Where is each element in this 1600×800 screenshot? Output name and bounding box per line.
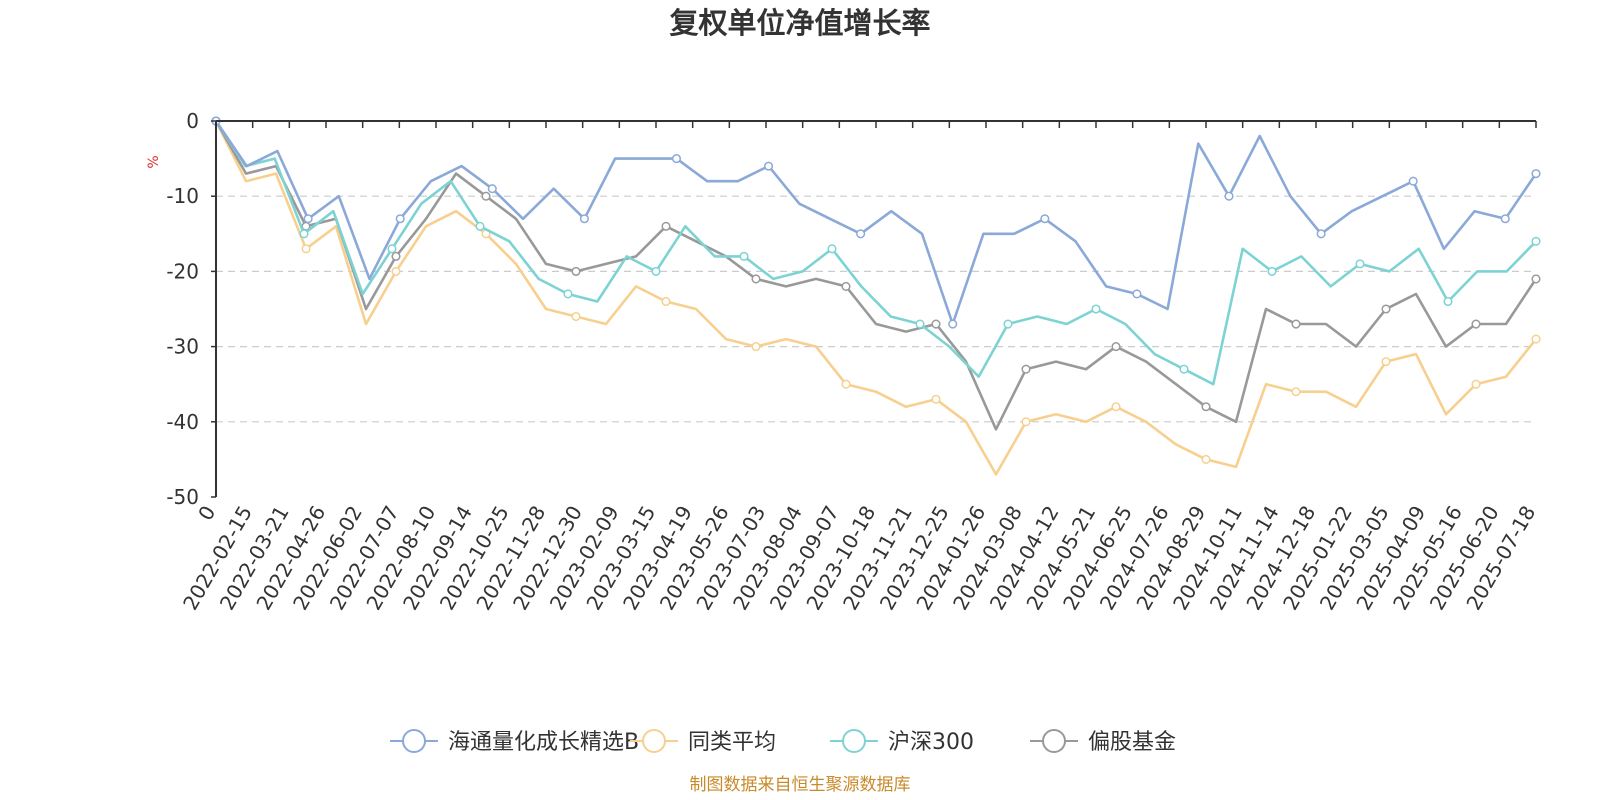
legend[interactable]: 海通量化成长精选B 同类平均 沪深300 偏股基金 bbox=[390, 729, 1176, 755]
series-point bbox=[931, 319, 941, 329]
legend-item[interactable]: 海通量化成长精选B bbox=[390, 729, 639, 755]
y-tick-label: -20 bbox=[166, 259, 199, 283]
series-point bbox=[1224, 191, 1234, 201]
series-point bbox=[1003, 319, 1013, 329]
series-point bbox=[1355, 259, 1365, 269]
series-point bbox=[1443, 296, 1453, 307]
legend-item[interactable]: 沪深300 bbox=[830, 729, 974, 755]
series-point bbox=[579, 214, 589, 224]
series-point bbox=[1111, 402, 1121, 412]
legend-label: 沪深300 bbox=[888, 730, 974, 755]
series-point bbox=[1291, 319, 1301, 329]
series-point bbox=[395, 214, 405, 224]
series-point bbox=[764, 161, 774, 171]
series-point bbox=[1021, 417, 1031, 427]
series-point bbox=[948, 319, 958, 329]
series-point bbox=[1531, 236, 1541, 246]
series-point bbox=[827, 244, 837, 254]
y-axis-unit: % bbox=[146, 155, 162, 168]
series-point bbox=[1267, 266, 1277, 276]
x-tick-labels: 02022-02-152022-03-212022-04-262022-06-0… bbox=[178, 501, 1540, 614]
series-line bbox=[214, 120, 1537, 386]
series-point bbox=[1500, 214, 1510, 224]
y-tick-label: -10 bbox=[166, 184, 199, 208]
series-point bbox=[1040, 214, 1050, 224]
source-note: 制图数据来自恒生聚源数据库 bbox=[690, 775, 911, 795]
series-point bbox=[1316, 229, 1326, 239]
series-point bbox=[841, 379, 851, 389]
legend-label: 同类平均 bbox=[688, 730, 776, 755]
legend-swatch-marker bbox=[402, 729, 426, 753]
series-point bbox=[571, 311, 581, 322]
series-point bbox=[915, 319, 925, 329]
series-point bbox=[751, 274, 761, 284]
series-point bbox=[299, 229, 309, 239]
series-point bbox=[1091, 304, 1101, 314]
y-tick-label: -30 bbox=[166, 335, 199, 359]
series-point bbox=[1179, 364, 1189, 374]
series-point bbox=[751, 342, 761, 352]
series-point bbox=[1021, 364, 1031, 374]
legend-swatch-marker bbox=[842, 729, 866, 753]
legend-item[interactable]: 偏股基金 bbox=[1030, 729, 1176, 755]
series-point bbox=[1111, 342, 1121, 352]
series-point bbox=[661, 296, 671, 307]
series-point bbox=[391, 266, 401, 276]
series-point bbox=[1291, 387, 1301, 397]
series-point bbox=[571, 266, 581, 276]
series-line bbox=[214, 120, 1538, 326]
chart-title: 复权单位净值增长率 bbox=[669, 6, 930, 40]
x-tick-label: 0 bbox=[193, 502, 220, 525]
series-point bbox=[931, 394, 941, 404]
series-point bbox=[1381, 357, 1391, 367]
series-point bbox=[1408, 176, 1418, 186]
series-point bbox=[1531, 334, 1541, 344]
series-point bbox=[651, 266, 661, 276]
axes bbox=[211, 120, 1537, 498]
series-point bbox=[387, 244, 397, 254]
series-point bbox=[303, 214, 313, 224]
series-line bbox=[214, 120, 1538, 431]
legend-item[interactable]: 同类平均 bbox=[630, 729, 776, 755]
series-point bbox=[475, 221, 485, 231]
legend-swatch-marker bbox=[1042, 729, 1066, 753]
series-point bbox=[1531, 169, 1541, 179]
series-point bbox=[1201, 454, 1211, 464]
series-point bbox=[301, 244, 311, 254]
series-point bbox=[1132, 289, 1142, 299]
series-point bbox=[481, 191, 491, 201]
series-point bbox=[563, 289, 573, 299]
y-tick-label: 0 bbox=[186, 109, 199, 133]
series-point bbox=[487, 184, 497, 194]
legend-swatch-marker bbox=[642, 729, 666, 753]
series-point bbox=[391, 251, 401, 261]
series-point bbox=[1531, 274, 1541, 284]
series-point bbox=[841, 281, 851, 291]
series-lines bbox=[211, 116, 1541, 476]
series-point bbox=[671, 154, 682, 164]
legend-label: 海通量化成长精选B bbox=[448, 730, 639, 755]
series-point bbox=[1471, 379, 1481, 389]
series-line bbox=[214, 120, 1538, 476]
grid-lines bbox=[216, 195, 1536, 423]
y-tick-label: -50 bbox=[166, 485, 199, 509]
series-point bbox=[1471, 319, 1481, 329]
series-point bbox=[1201, 402, 1211, 412]
series-point bbox=[856, 229, 866, 239]
series-point bbox=[661, 221, 671, 231]
series-point bbox=[739, 251, 749, 261]
y-tick-label: -40 bbox=[166, 410, 199, 434]
legend-label: 偏股基金 bbox=[1088, 730, 1176, 755]
series-point bbox=[1381, 304, 1391, 314]
y-tick-labels: 0 -10 -20 -30 -40 -50 bbox=[166, 109, 199, 509]
